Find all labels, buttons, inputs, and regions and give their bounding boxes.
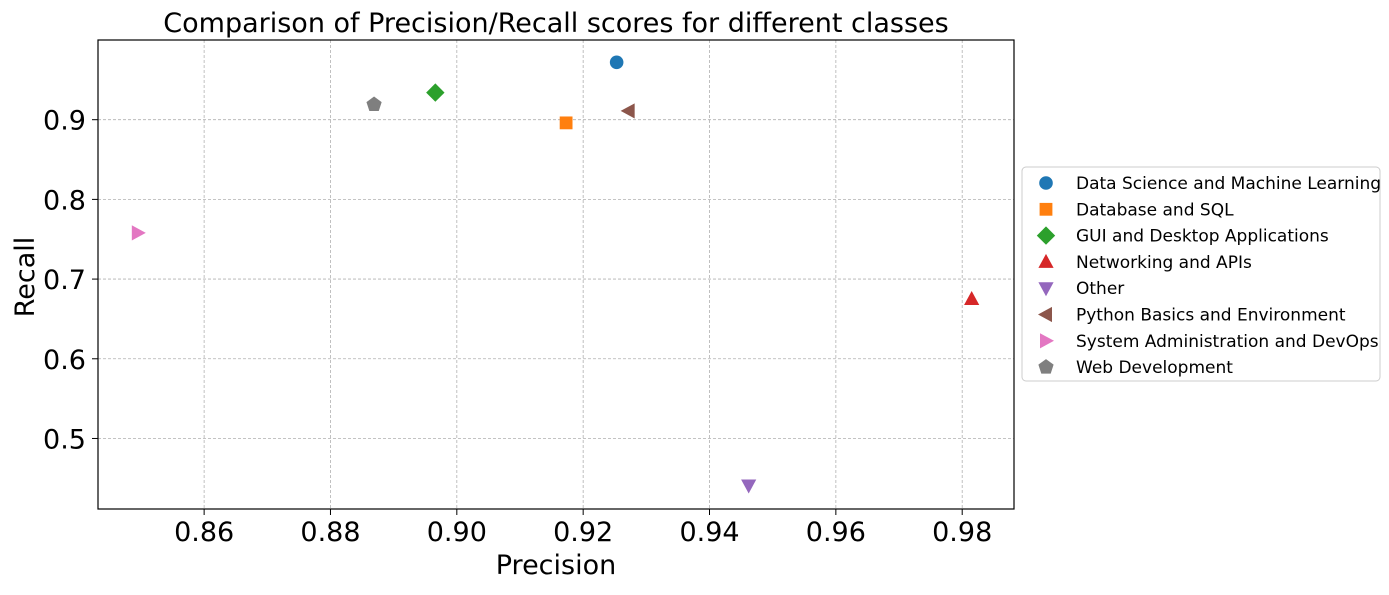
legend-label: Database and SQL [1076, 200, 1234, 220]
x-tick-label: 0.94 [679, 517, 739, 548]
data-point [964, 291, 980, 306]
legend-label: Web Development [1076, 358, 1233, 378]
legend-label: Data Science and Machine Learning [1076, 174, 1381, 194]
legend: Data Science and Machine Learning Databas… [1021, 166, 1381, 382]
y-tick-label: 0.8 [43, 185, 86, 216]
legend-marker [1036, 226, 1056, 245]
legend-marker [1038, 359, 1054, 374]
data-point [620, 103, 635, 119]
legend-box [1021, 166, 1381, 382]
legend-label: Other [1076, 279, 1124, 299]
legend-marker [1038, 282, 1054, 297]
legend-marker [1038, 253, 1054, 268]
y-tick-label: 0.5 [43, 424, 86, 455]
x-tick-label: 0.98 [932, 517, 992, 548]
legend-label: GUI and Desktop Applications [1076, 227, 1329, 247]
legend-marker [1038, 306, 1052, 323]
data-point [609, 55, 624, 70]
x-axis-label: Precision [496, 550, 616, 581]
legend-label: System Administration and DevOps [1076, 332, 1379, 352]
legend-label: Networking and APIs [1076, 253, 1252, 273]
x-tick-label: 0.90 [427, 517, 487, 548]
data-point [741, 479, 757, 494]
legend-marker [1039, 202, 1053, 216]
legend-marker [1039, 176, 1053, 190]
x-tick-label: 0.92 [553, 517, 613, 548]
x-tick-label: 0.96 [806, 517, 866, 548]
chart-title: Comparison of Precision/Recall scores fo… [163, 8, 948, 39]
x-tick-label: 0.86 [174, 517, 234, 548]
legend-label: Python Basics and Environment [1076, 306, 1346, 326]
data-point [559, 116, 573, 130]
plot-frame [97, 39, 1015, 510]
grid [98, 40, 1014, 509]
y-tick-label: 0.7 [43, 265, 86, 296]
axis-ticks: 0.86 0.88 0.90 0.92 0.94 0.96 0.98 0.5 0.6 0.7 0.8… [43, 106, 992, 548]
data-point [366, 96, 382, 112]
legend-marker [1040, 333, 1054, 349]
data-point [131, 225, 146, 241]
x-tick-label: 0.88 [300, 517, 360, 548]
data-point [426, 83, 445, 102]
y-tick-label: 0.9 [43, 106, 86, 137]
y-axis-label: Recall [10, 237, 41, 318]
y-tick-label: 0.6 [43, 345, 86, 376]
data-points [131, 55, 980, 494]
